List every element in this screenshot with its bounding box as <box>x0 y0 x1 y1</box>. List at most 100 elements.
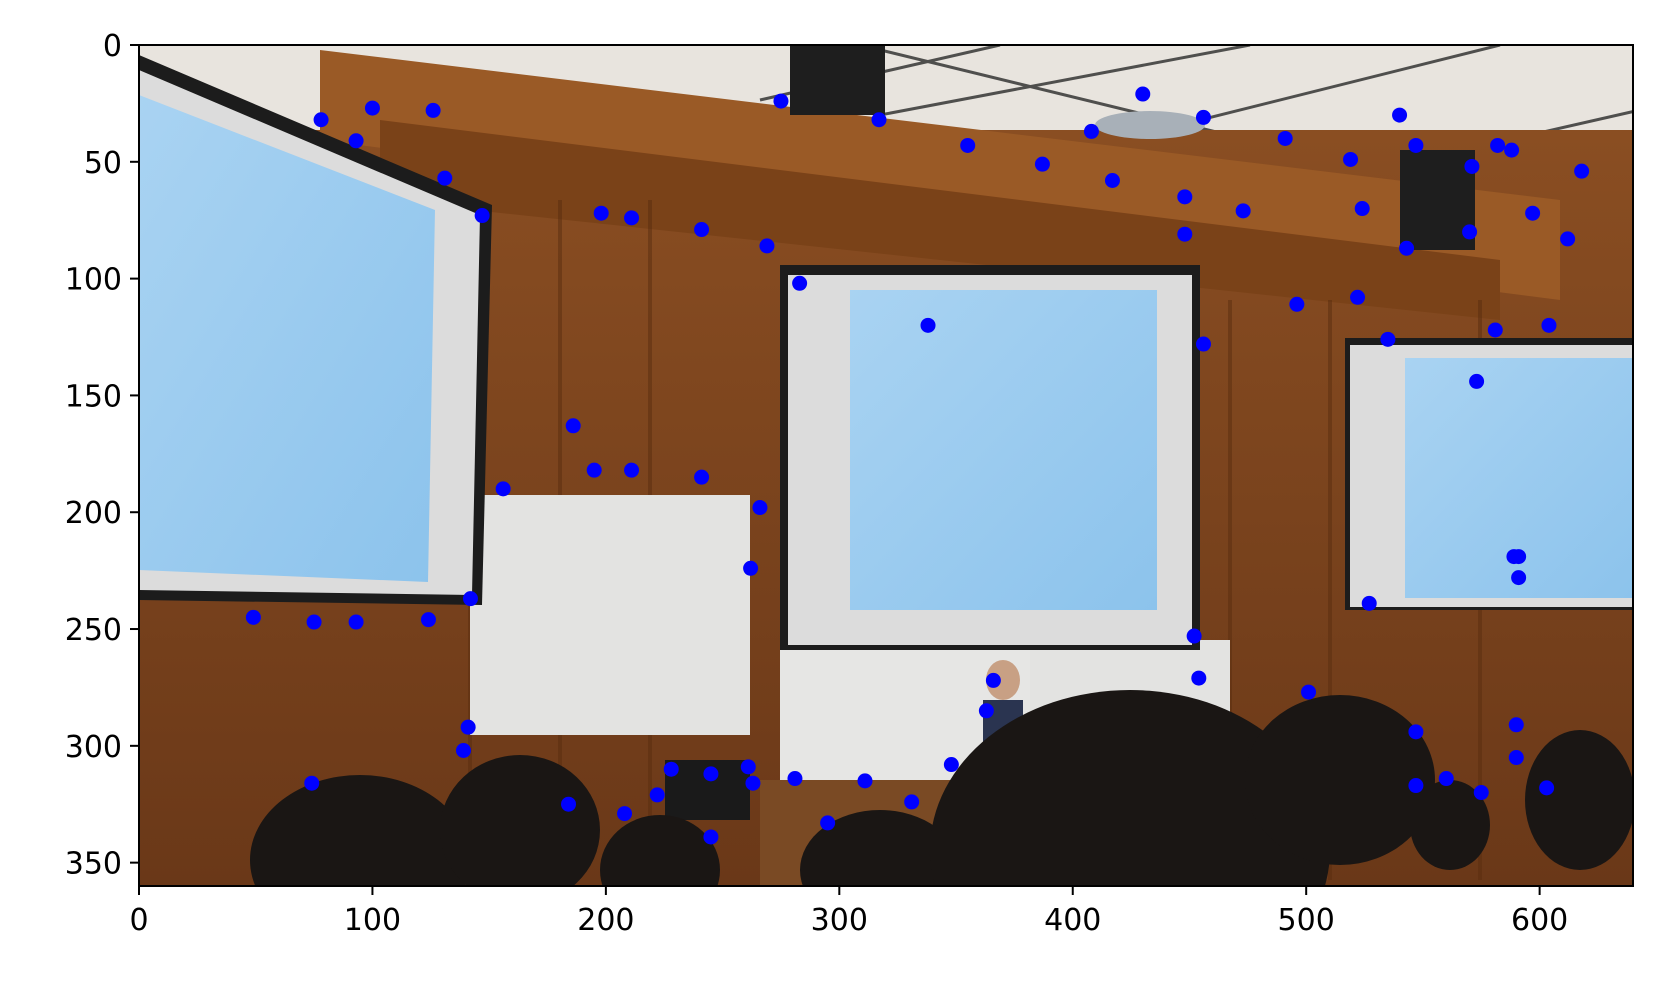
scatter-point <box>1504 142 1520 158</box>
scatter-point <box>857 773 873 789</box>
scatter-point <box>1541 317 1557 333</box>
scatter-point <box>1289 296 1305 312</box>
scatter-point <box>304 775 320 791</box>
scatter-point <box>694 469 710 485</box>
scatter-point <box>978 703 994 719</box>
scatter-point <box>920 317 936 333</box>
scatter-point <box>348 614 364 630</box>
scatter-point <box>1350 289 1366 305</box>
scatter-point <box>1191 670 1207 686</box>
x-tick-label: 400 <box>1044 903 1101 938</box>
scatter-point <box>1354 201 1370 217</box>
scatter-point <box>1438 771 1454 787</box>
scatter-point <box>743 560 759 576</box>
scatter-point <box>1511 570 1527 586</box>
scatter-point <box>348 133 364 149</box>
scatter-point <box>694 222 710 238</box>
x-tick-label: 300 <box>811 903 868 938</box>
y-tick-label: 300 <box>65 730 122 765</box>
scatter-point <box>1380 331 1396 347</box>
scatter-point <box>586 462 602 478</box>
scatter-point <box>752 500 768 516</box>
scatter-point <box>624 462 640 478</box>
scatter-point <box>703 829 719 845</box>
scatter-point <box>649 787 665 803</box>
scatter-point <box>1186 628 1202 644</box>
y-tick-label: 250 <box>65 613 122 648</box>
scatter-point <box>593 205 609 221</box>
scatter-point <box>561 796 577 812</box>
scatter-point <box>1487 322 1503 338</box>
scatter-point <box>1277 130 1293 146</box>
x-tick-label: 200 <box>577 903 634 938</box>
y-tick-label: 350 <box>65 847 122 882</box>
x-tick-label: 0 <box>129 903 148 938</box>
scatter-point <box>1464 158 1480 174</box>
scatter-point <box>1301 684 1317 700</box>
scatter-point <box>462 591 478 607</box>
scatter-point <box>943 757 959 773</box>
scatter-point <box>820 815 836 831</box>
scatter-point <box>1525 205 1541 221</box>
scatter-point <box>1392 107 1408 123</box>
scatter-point <box>703 766 719 782</box>
y-tick-label: 0 <box>103 29 122 64</box>
scatter-point <box>245 609 261 625</box>
scatter-point <box>985 672 1001 688</box>
scatter-point <box>745 775 761 791</box>
scatter-point <box>565 418 581 434</box>
scatter-point <box>1508 750 1524 766</box>
scatter-point <box>1408 778 1424 794</box>
scatter-point <box>420 612 436 628</box>
scatter-point <box>1469 373 1485 389</box>
scatter-point <box>306 614 322 630</box>
scatter-point <box>1083 123 1099 139</box>
scatter-point <box>437 170 453 186</box>
scatter-point <box>474 208 490 224</box>
scatter-point <box>1104 172 1120 188</box>
scatter-point <box>617 806 633 822</box>
background-photo <box>139 45 1633 886</box>
scatter-point <box>1034 156 1050 172</box>
scatter-point <box>624 210 640 226</box>
scatter-point <box>364 100 380 116</box>
scatter-point <box>1399 240 1415 256</box>
scatter-point <box>1195 109 1211 125</box>
x-tick-label: 500 <box>1278 903 1335 938</box>
scatter-point <box>759 238 775 254</box>
axes-frame <box>138 44 1634 887</box>
scatter-point <box>1235 203 1251 219</box>
scatter-point <box>1560 231 1576 247</box>
scatter-points <box>245 86 1590 845</box>
scatter-point <box>740 759 756 775</box>
scatter-point <box>1490 137 1506 153</box>
scatter-point <box>871 112 887 128</box>
y-tick-label: 100 <box>65 263 122 298</box>
y-tick-label: 150 <box>65 379 122 414</box>
y-tick-label: 200 <box>65 496 122 531</box>
scatter-point <box>495 481 511 497</box>
scatter-point <box>460 719 476 735</box>
scatter-point <box>1506 549 1522 565</box>
scatter-point <box>904 794 920 810</box>
scatter-point <box>1408 724 1424 740</box>
x-tick-label: 100 <box>344 903 401 938</box>
scatter-point <box>1408 137 1424 153</box>
scatter-point <box>1574 163 1590 179</box>
scatter-point <box>1508 717 1524 733</box>
x-axis: 0 100 200 300 400 500 600 <box>129 886 1568 938</box>
x-tick-label: 600 <box>1511 903 1568 938</box>
scatter-point <box>792 275 808 291</box>
scatter-point <box>1177 226 1193 242</box>
scatter-point <box>1462 224 1478 240</box>
scatter-point <box>425 102 441 118</box>
scatter-point <box>663 761 679 777</box>
y-axis: 0 50 100 150 200 250 300 350 <box>65 29 139 882</box>
scatter-point <box>1473 785 1489 801</box>
scatter-point <box>787 771 803 787</box>
scatter-point <box>960 137 976 153</box>
scatter-point <box>313 112 329 128</box>
y-tick-label: 50 <box>84 146 122 181</box>
